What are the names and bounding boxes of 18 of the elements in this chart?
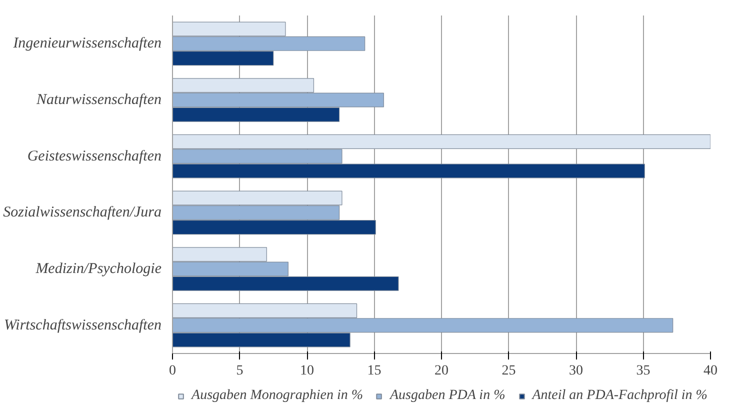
x-tick-label: 20 [434,364,448,378]
x-tick-label: 30 [569,364,583,378]
x-tick-label: 15 [367,364,382,378]
legend-label: Ausgaben Monographien in % [192,388,364,404]
y-tick-label: Medizin/Psychologie [34,261,162,277]
x-tick-label: 25 [502,364,516,378]
y-tick-label: Ingenieurwissenschaften [12,36,162,52]
y-tick-label: Sozialwissenschaften/Jura [3,204,162,221]
x-tick-label: 35 [636,364,650,378]
x-tick-label: 0 [169,364,176,378]
x-tick-label: 5 [236,364,244,378]
legend-label: Anteil an PDA-Fachprofil in % [532,388,708,404]
y-tick-label: Wirtschaftswissenschaften [4,317,162,334]
legend-label: Ausgaben PDA in % [390,388,506,404]
y-tick-label: Naturwissenschaften [36,92,162,108]
x-tick-label: 40 [704,364,718,378]
x-tick-label: 10 [300,364,314,378]
y-tick-label: Geisteswissenschaften [27,148,162,164]
